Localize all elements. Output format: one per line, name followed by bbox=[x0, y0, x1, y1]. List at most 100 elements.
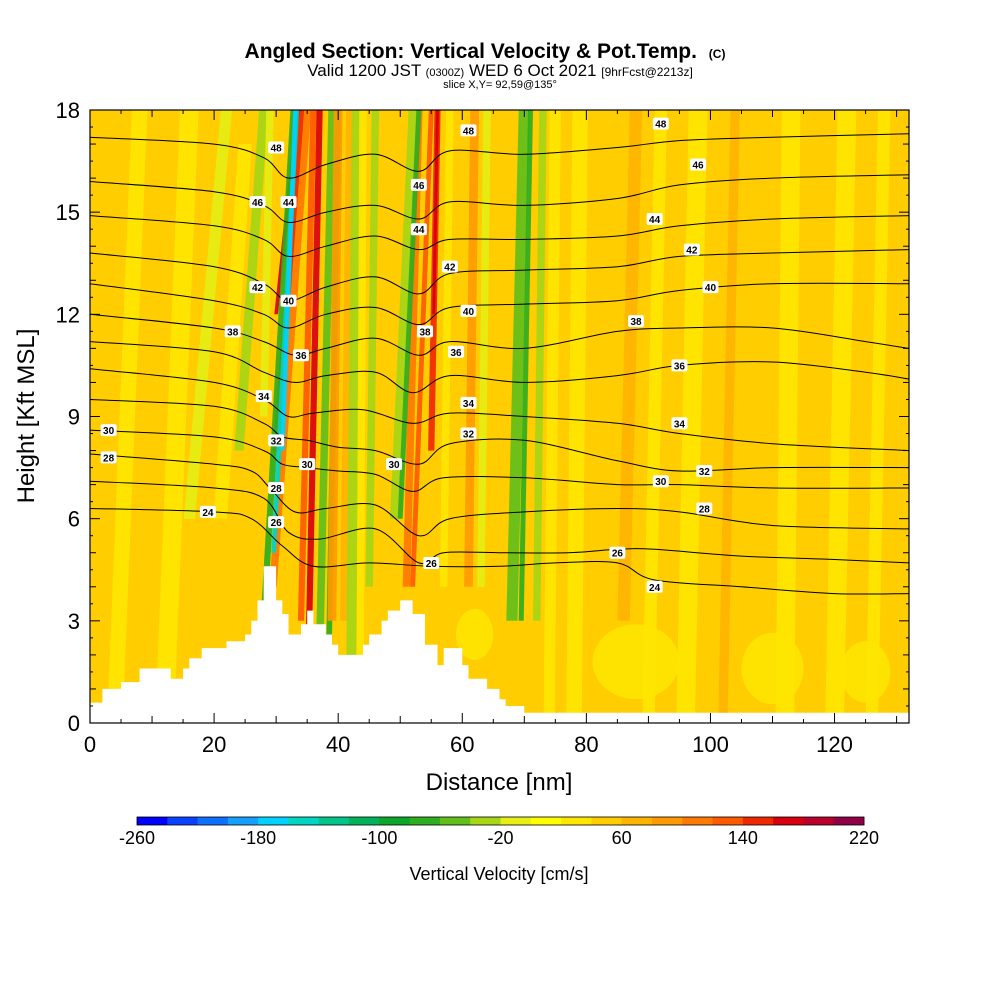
contour-label-bg bbox=[410, 178, 427, 191]
x-axis: 0 20 40 60 80 100 120 bbox=[84, 110, 898, 757]
valid-utc: (0300Z) bbox=[426, 67, 465, 79]
contour-label-30: 44 bbox=[280, 195, 297, 209]
colorbar-swatch-4 bbox=[258, 817, 289, 825]
velocity-band-40 bbox=[825, 110, 857, 723]
velocity-band-11 bbox=[280, 110, 298, 451]
contour-label-2: 26 bbox=[268, 516, 285, 529]
chart-title-mark: (C) bbox=[709, 47, 726, 61]
velocity-band-36 bbox=[642, 110, 667, 723]
contour-label-28: 42 bbox=[441, 260, 458, 274]
y-tick-label: 9 bbox=[68, 405, 80, 430]
slice-info: slice X,Y= 92,59@135° bbox=[443, 79, 557, 91]
contour-label-text: 36 bbox=[451, 348, 463, 359]
colorbar-frame bbox=[136, 816, 865, 826]
colorbar-swatch-20 bbox=[742, 817, 774, 825]
contour-label-6: 28 bbox=[268, 482, 285, 495]
y-axis-title: Height [Kft MSL] bbox=[13, 329, 40, 504]
theta-contour-44 bbox=[90, 215, 909, 257]
contour-label-23: 38 bbox=[628, 315, 644, 328]
velocity-band-13 bbox=[304, 110, 323, 723]
contour-label-bg bbox=[441, 260, 458, 273]
contour-label-text: 40 bbox=[283, 297, 295, 308]
contour-label-31: 44 bbox=[410, 223, 427, 236]
velocity-blob-1 bbox=[741, 632, 804, 705]
contour-label-29: 42 bbox=[683, 243, 700, 257]
contour-label-3: 26 bbox=[423, 556, 440, 570]
chart-title: Angled Section: Vertical Velocity & Pot.… bbox=[245, 40, 726, 63]
contour-label-34: 46 bbox=[410, 178, 427, 192]
contour-label-26: 40 bbox=[702, 281, 719, 294]
contour-label-text: 46 bbox=[413, 181, 425, 192]
colorbar-tick-label: -20 bbox=[487, 828, 513, 848]
contour-label-bg bbox=[646, 212, 663, 225]
velocity-band-27 bbox=[439, 110, 454, 587]
contour-label-bg bbox=[249, 195, 266, 208]
contour-label-text: 34 bbox=[674, 419, 686, 430]
velocity-blob-3 bbox=[456, 608, 494, 660]
colorbar-title: Vertical Velocity [cm/s] bbox=[409, 864, 588, 884]
colorbar-swatch-1 bbox=[167, 817, 198, 825]
colorbar-swatch-14 bbox=[561, 817, 592, 825]
velocity-band-30 bbox=[506, 110, 530, 621]
contour-label-21: 38 bbox=[224, 325, 241, 338]
contour-label-4: 26 bbox=[609, 546, 626, 560]
contour-label-12: 32 bbox=[268, 434, 285, 447]
contour-label-text: 48 bbox=[463, 126, 475, 137]
velocity-band-34 bbox=[566, 110, 588, 723]
contour-label-bg bbox=[299, 458, 316, 471]
colorbar-swatch-12 bbox=[500, 817, 532, 825]
velocity-band-39 bbox=[775, 110, 801, 723]
velocity-band-33 bbox=[543, 110, 561, 723]
contour-label-bg bbox=[448, 345, 465, 358]
y-tick-label: 15 bbox=[56, 200, 80, 225]
contour-label-bg bbox=[702, 281, 719, 294]
contour-label-text: 32 bbox=[463, 430, 475, 441]
x-tick-label: 40 bbox=[326, 732, 350, 757]
contour-label-bg bbox=[224, 325, 241, 338]
x-axis-title: Distance [nm] bbox=[426, 769, 573, 796]
contour-label-text: 30 bbox=[655, 477, 667, 488]
contour-label-bg bbox=[609, 546, 626, 559]
x-tick-label: 20 bbox=[202, 732, 226, 757]
colorbar-swatch-23 bbox=[833, 817, 865, 825]
theta-contour-28 bbox=[90, 453, 909, 537]
colorbar-swatch-17 bbox=[651, 817, 683, 825]
contour-label-bg bbox=[696, 464, 713, 477]
velocity-blob-0 bbox=[592, 624, 680, 700]
contour-label-bg bbox=[671, 417, 688, 430]
contour-label-text: 48 bbox=[655, 120, 667, 131]
colorbar-swatch-3 bbox=[227, 817, 259, 825]
contour-label-27: 42 bbox=[249, 281, 266, 294]
contour-label-bg bbox=[410, 223, 427, 236]
colorbar-swatch-21 bbox=[773, 817, 804, 825]
contour-label-text: 36 bbox=[674, 361, 686, 372]
colorbar-tick-label: -180 bbox=[240, 828, 276, 848]
velocity-band-37 bbox=[676, 110, 708, 723]
valid-fcst: [9hrFcst@2213z] bbox=[601, 65, 693, 79]
y-tick-label: 6 bbox=[68, 507, 80, 532]
contour-label-bg bbox=[628, 315, 644, 328]
colorbar-swatch-19 bbox=[712, 817, 744, 825]
velocity-band-23 bbox=[390, 110, 417, 519]
contour-label-text: 24 bbox=[202, 508, 214, 519]
colorbar-swatch-13 bbox=[530, 817, 562, 825]
contour-label-bg bbox=[671, 359, 688, 372]
velocity-band-0 bbox=[107, 110, 148, 723]
contour-label-text: 24 bbox=[649, 583, 661, 594]
contour-label-text: 44 bbox=[283, 198, 295, 209]
contour-label-text: 32 bbox=[271, 436, 283, 447]
colorbar-tick-label: -100 bbox=[361, 828, 397, 848]
theta-contour-48 bbox=[90, 133, 909, 179]
valid-date: WED 6 Oct 2021 bbox=[469, 61, 597, 80]
contour-label-text: 26 bbox=[271, 518, 283, 529]
contour-label-bg bbox=[386, 458, 403, 471]
contour-label-5: 28 bbox=[100, 451, 117, 464]
contour-label-text: 38 bbox=[227, 327, 239, 338]
valid-time-line: Valid 1200 JST (0300Z) WED 6 Oct 2021 [9… bbox=[307, 61, 693, 80]
velocity-field bbox=[90, 110, 909, 723]
contour-label-text: 46 bbox=[692, 160, 704, 171]
theta-contour-38 bbox=[90, 313, 909, 356]
colorbar-swatch-18 bbox=[682, 817, 713, 825]
contour-label-32: 44 bbox=[646, 212, 663, 226]
